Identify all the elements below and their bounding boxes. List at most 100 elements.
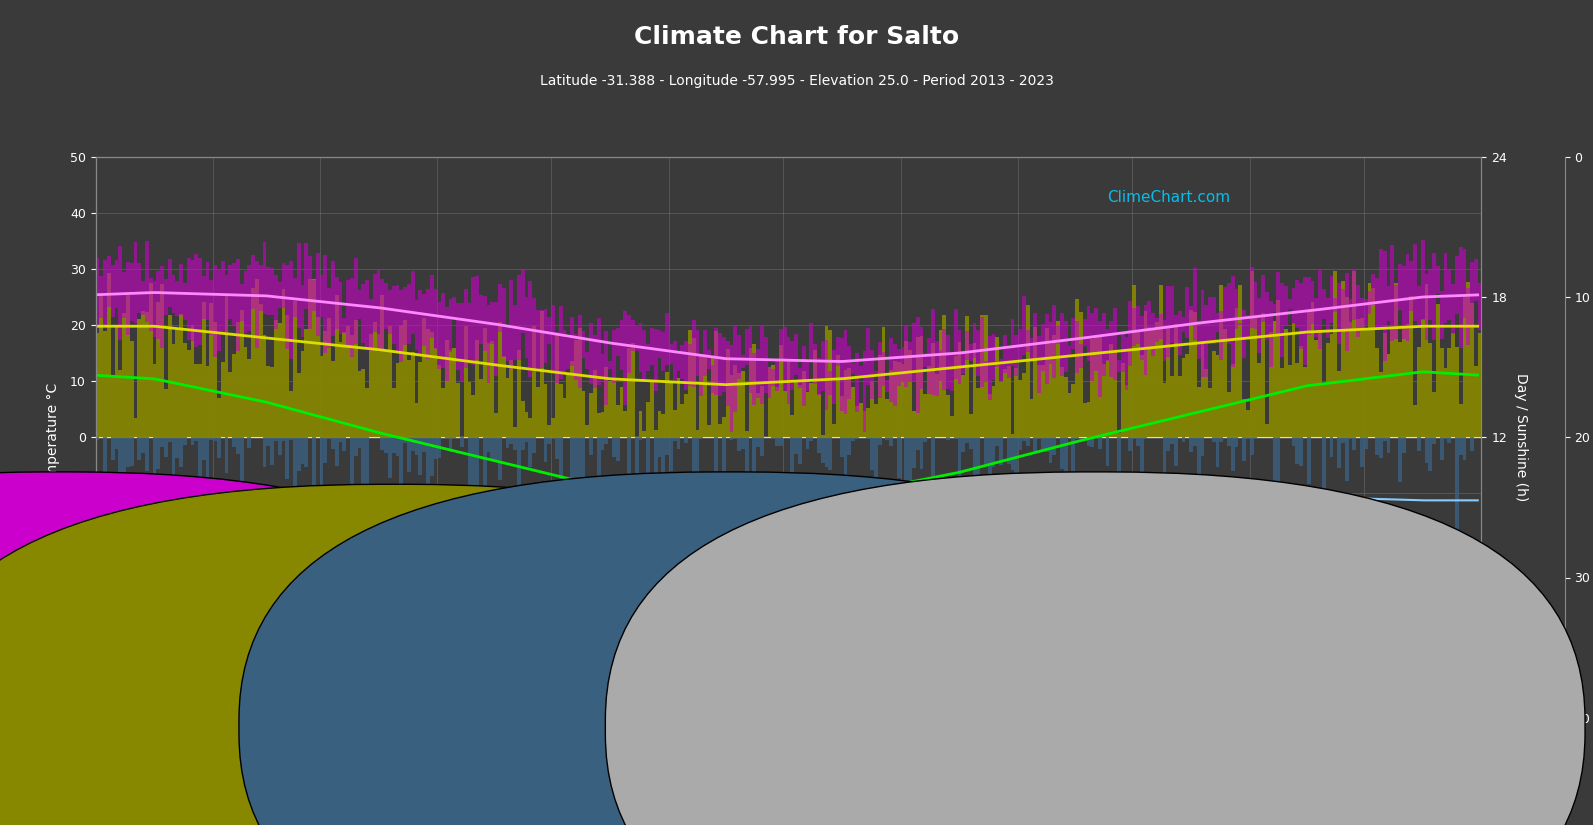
Bar [414, 299, 419, 350]
Bar [137, 263, 142, 313]
Bar [1451, 332, 1454, 437]
Bar [1360, 437, 1364, 467]
Bar [263, 335, 266, 437]
Bar [1273, 437, 1276, 534]
Bar [1402, 437, 1405, 453]
Bar [1117, 437, 1121, 502]
Bar [1048, 343, 1053, 437]
Bar [1128, 437, 1133, 451]
Bar [236, 259, 241, 351]
Bar [1139, 316, 1144, 360]
Bar [696, 430, 699, 437]
Bar [749, 348, 752, 437]
Bar [658, 330, 661, 358]
Bar [389, 437, 392, 478]
Bar [468, 437, 472, 530]
Bar [487, 305, 491, 383]
Bar [233, 354, 236, 437]
Bar [183, 283, 186, 320]
Bar [1042, 365, 1045, 437]
Bar [844, 437, 847, 477]
Bar [252, 288, 255, 437]
Bar [438, 302, 441, 369]
Bar [1292, 288, 1295, 324]
Bar [817, 437, 820, 453]
Bar [548, 437, 551, 444]
Bar [255, 262, 258, 348]
Bar [1421, 318, 1424, 437]
Bar [650, 382, 653, 437]
Bar [491, 341, 494, 437]
Bar [1106, 360, 1109, 437]
Bar [153, 281, 156, 337]
Bar [411, 437, 414, 451]
Bar [186, 350, 191, 437]
Bar [1380, 372, 1383, 437]
Bar [1276, 437, 1281, 527]
Bar [908, 342, 911, 382]
Bar [115, 261, 118, 308]
Bar [1454, 256, 1459, 314]
Bar [452, 296, 456, 318]
Bar [540, 310, 543, 368]
Bar [505, 437, 510, 448]
Bar [513, 305, 518, 360]
Bar [433, 437, 438, 460]
Bar [722, 417, 726, 437]
Bar [1386, 286, 1391, 322]
Bar [840, 338, 844, 411]
Bar [529, 437, 532, 467]
Bar [672, 410, 677, 437]
Bar [771, 369, 776, 386]
Bar [1078, 312, 1083, 437]
Bar [307, 280, 312, 437]
Bar [167, 259, 172, 307]
Bar [828, 437, 832, 470]
Bar [115, 327, 118, 437]
Bar [658, 411, 661, 437]
Bar [554, 332, 559, 383]
Bar [1133, 437, 1136, 439]
Bar [1235, 437, 1238, 447]
Bar [653, 430, 658, 437]
Bar [510, 437, 513, 444]
Bar [1045, 437, 1048, 452]
Bar [395, 285, 400, 351]
Bar [1102, 365, 1106, 437]
Bar [691, 320, 696, 387]
Bar [1114, 352, 1117, 437]
Bar [164, 389, 167, 437]
Bar [178, 437, 183, 467]
Bar [1056, 326, 1059, 344]
Bar [1322, 289, 1325, 319]
Bar [1064, 322, 1067, 372]
Bar [930, 309, 935, 395]
Bar [419, 437, 422, 475]
Bar [104, 331, 107, 437]
Bar [350, 335, 354, 437]
Text: Day / Sunshine (h): Day / Sunshine (h) [382, 700, 511, 713]
Bar [1053, 437, 1056, 455]
Bar [672, 341, 677, 380]
Bar [718, 333, 722, 396]
Bar [581, 391, 585, 437]
Bar [1416, 437, 1421, 451]
Bar [1443, 253, 1448, 323]
Bar [919, 437, 924, 469]
Bar [973, 343, 977, 437]
Bar [419, 362, 422, 437]
Bar [1023, 296, 1026, 355]
Bar [768, 366, 771, 437]
Bar [327, 318, 331, 437]
Bar [1166, 328, 1171, 437]
Bar [392, 437, 395, 453]
Bar [164, 279, 167, 315]
Bar [392, 388, 395, 437]
Bar [1462, 249, 1466, 318]
Bar [1402, 328, 1405, 437]
Bar [961, 437, 965, 452]
Bar [1094, 308, 1098, 371]
Bar [943, 329, 946, 389]
Bar [1413, 405, 1416, 437]
Bar [683, 394, 688, 437]
